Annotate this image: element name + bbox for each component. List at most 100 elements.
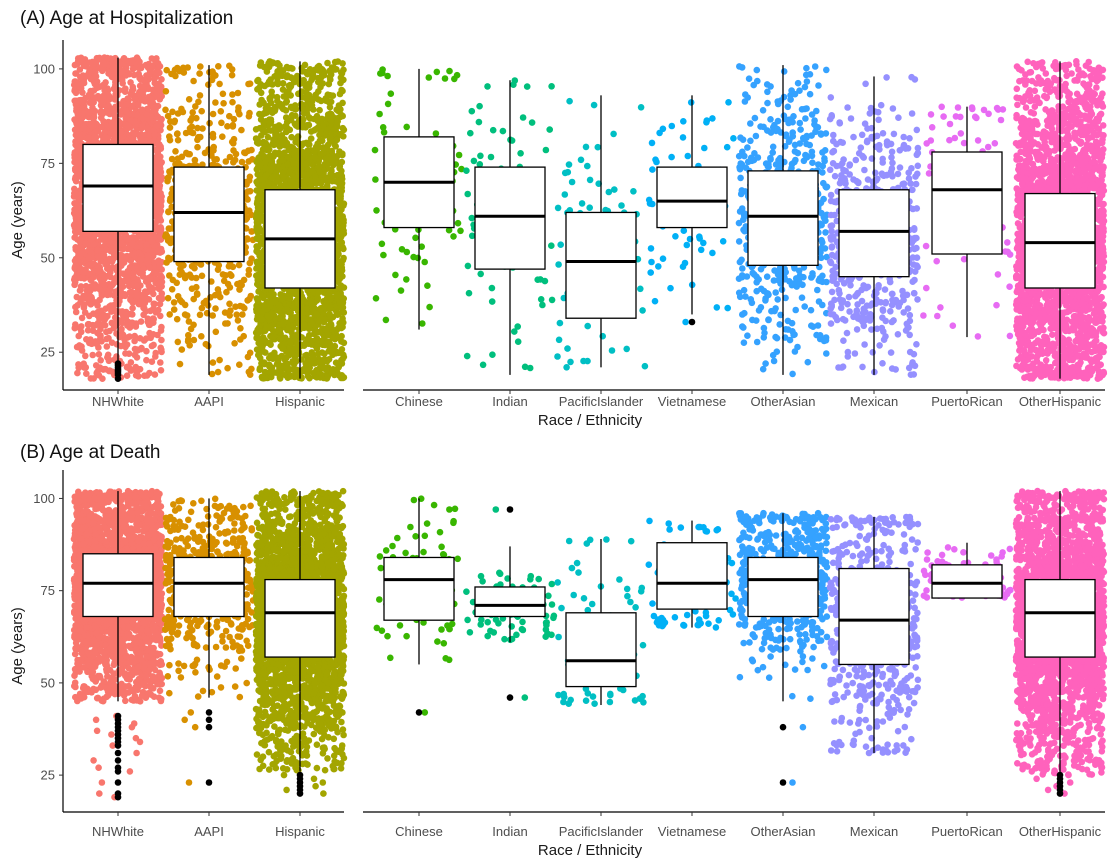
data-point <box>166 272 173 279</box>
data-point <box>238 126 245 134</box>
data-point <box>118 76 126 84</box>
data-point <box>224 320 231 327</box>
data-point <box>148 55 156 62</box>
data-point <box>226 312 233 319</box>
data-point <box>92 362 100 369</box>
data-point <box>98 110 106 118</box>
x-tick-label: Chinese <box>395 394 443 409</box>
data-point <box>204 302 212 309</box>
data-point <box>198 333 205 340</box>
data-point <box>83 72 91 80</box>
data-point <box>71 257 79 265</box>
data-point <box>108 282 116 289</box>
data-point <box>239 311 246 318</box>
data-point <box>225 263 233 270</box>
data-point <box>164 294 172 302</box>
data-point <box>209 110 217 118</box>
data-point <box>248 146 255 154</box>
data-point <box>164 174 171 182</box>
data-point <box>188 274 196 281</box>
data-point <box>231 340 238 347</box>
data-point <box>338 158 346 166</box>
data-point <box>240 276 248 284</box>
data-point <box>198 272 206 280</box>
data-point <box>97 322 105 329</box>
data-point <box>74 60 81 68</box>
data-point <box>235 261 243 269</box>
data-point <box>158 348 165 356</box>
data-point <box>157 367 165 374</box>
data-point <box>126 333 133 340</box>
data-point <box>144 288 152 296</box>
data-point <box>90 99 97 106</box>
data-point <box>127 296 134 304</box>
data-point <box>116 333 123 341</box>
data-point <box>118 128 125 136</box>
data-point <box>80 269 87 276</box>
data-point <box>140 265 147 273</box>
data-point <box>176 67 183 75</box>
data-point <box>157 247 165 255</box>
data-point <box>209 359 217 366</box>
data-point <box>173 315 181 323</box>
x-tick-label: OtherAsian <box>750 394 815 409</box>
data-point <box>100 92 107 100</box>
data-point <box>256 354 264 362</box>
data-point <box>228 66 236 73</box>
data-point <box>174 136 182 144</box>
data-point <box>145 277 153 284</box>
data-point <box>73 120 80 128</box>
data-point <box>212 99 219 106</box>
data-point <box>71 165 79 172</box>
data-point <box>316 106 323 114</box>
data-point <box>146 329 153 337</box>
data-point <box>108 319 115 327</box>
data-point <box>216 356 223 364</box>
data-point <box>146 264 154 272</box>
data-point <box>131 118 138 125</box>
data-point <box>188 285 196 293</box>
data-point <box>94 329 101 337</box>
data-point <box>116 285 123 293</box>
y-tick-label: 75 <box>41 156 55 171</box>
data-point <box>90 114 98 121</box>
data-point <box>76 97 83 104</box>
data-point <box>246 109 253 117</box>
data-point <box>116 297 123 305</box>
data-point <box>86 59 94 66</box>
data-point <box>118 262 125 270</box>
data-point <box>157 153 164 160</box>
data-point <box>201 149 209 157</box>
data-point <box>229 91 236 98</box>
data-point <box>143 241 150 248</box>
data-point <box>72 303 79 311</box>
data-point <box>279 80 287 87</box>
data-point <box>102 261 109 268</box>
data-point <box>77 286 84 293</box>
data-point <box>216 80 223 88</box>
data-point <box>108 122 115 129</box>
x-tick-label: Indian <box>492 394 527 409</box>
data-point <box>173 130 181 138</box>
data-point <box>88 260 96 268</box>
data-point <box>234 317 242 324</box>
data-point <box>236 361 243 369</box>
data-point <box>85 254 93 262</box>
box <box>82 143 154 232</box>
data-point <box>170 299 178 306</box>
data-point <box>140 84 147 91</box>
data-point <box>101 54 108 61</box>
data-point <box>261 82 269 90</box>
data-point <box>192 103 199 110</box>
data-point <box>166 197 174 205</box>
data-point <box>78 233 86 241</box>
y-axis-label: Age (years) <box>9 181 26 259</box>
data-point <box>86 312 93 320</box>
x-tick-label: Hispanic <box>275 394 325 409</box>
data-point <box>237 336 244 343</box>
data-point <box>205 81 212 88</box>
data-point <box>74 369 81 377</box>
data-point <box>340 284 348 291</box>
y-tick-label: 100 <box>33 61 55 76</box>
data-point <box>162 88 170 95</box>
